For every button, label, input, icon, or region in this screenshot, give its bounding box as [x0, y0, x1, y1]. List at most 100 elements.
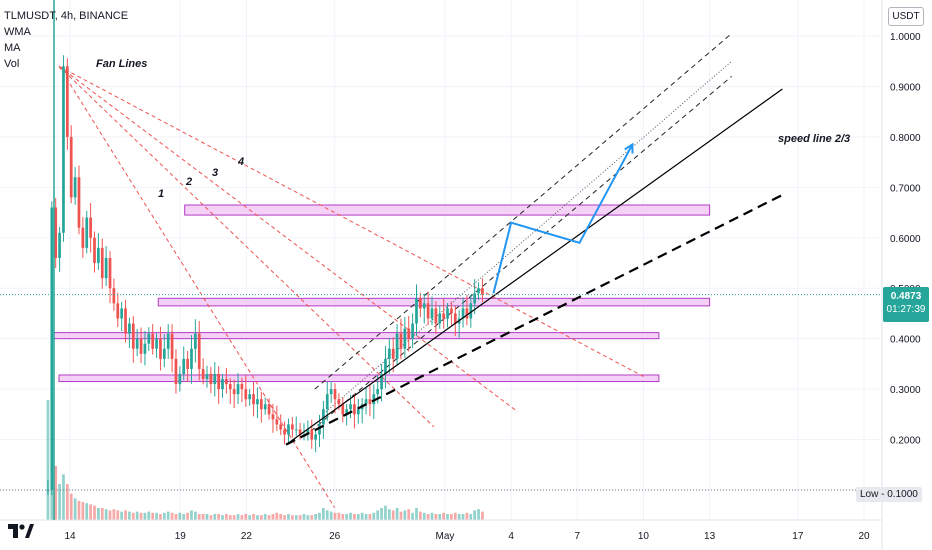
volume-bar [469, 514, 473, 520]
candle-body [228, 384, 232, 390]
speed-line-label: speed line 2/3 [778, 133, 850, 145]
candle-body [318, 424, 321, 435]
candle-body [73, 177, 77, 198]
time-tick-label: 14 [64, 531, 76, 542]
candle-body [77, 177, 81, 228]
candle-body [50, 207, 54, 490]
tradingview-logo[interactable] [6, 520, 34, 542]
volume-bar [166, 511, 170, 520]
volume-bar [422, 512, 426, 520]
candle-body [209, 373, 213, 385]
volume-bar [85, 503, 89, 520]
volume-bar [368, 514, 372, 520]
candle-body [387, 348, 391, 359]
fan-line [58, 65, 519, 413]
volume-bar [93, 505, 96, 520]
candle-body [89, 217, 92, 238]
current-price-badge: 0.4873 01:27:39 [883, 287, 929, 322]
candle-body [116, 303, 120, 319]
fan-line [58, 66, 336, 508]
volume-bar [73, 498, 77, 520]
volume-bar [240, 515, 244, 520]
candle-body [426, 303, 430, 319]
volume-bar [450, 514, 453, 520]
candle-body [166, 333, 170, 349]
volume-bar [318, 512, 321, 520]
volume-bar [465, 512, 469, 520]
indicator-vol[interactable]: Vol [4, 58, 20, 70]
candle-body [364, 399, 368, 405]
candle-body [69, 136, 73, 198]
candle-body [263, 404, 267, 410]
currency-button[interactable]: USDT [888, 7, 924, 26]
candle-body [213, 373, 217, 385]
projection-arrowhead [624, 142, 634, 154]
fan-number-label: 3 [212, 167, 218, 179]
indicator-ma[interactable]: MA [4, 42, 21, 54]
candle-body [81, 227, 85, 248]
candle-body [178, 373, 182, 385]
volume-bar [77, 500, 81, 520]
volume-bar [345, 514, 349, 520]
candle-body [325, 394, 329, 410]
candle-body [170, 333, 174, 359]
fan-number-label: 1 [158, 188, 164, 200]
volume-bar [54, 466, 58, 520]
candle-body [465, 308, 469, 319]
candle-body [155, 338, 158, 349]
time-tick-label: May [435, 531, 454, 542]
volume-bar [155, 512, 158, 520]
volume-bar [294, 515, 298, 520]
volume-bar [290, 515, 294, 520]
candle-body [446, 308, 449, 319]
candle-body [283, 429, 286, 435]
volume-bar [248, 515, 252, 520]
bar-countdown: 01:27:39 [886, 304, 926, 315]
candle-body [46, 490, 50, 491]
candle-body [368, 399, 372, 405]
candlesticks [46, 55, 484, 496]
volume-bar [353, 514, 356, 520]
volume-bar [426, 514, 430, 520]
channel-line [303, 75, 732, 438]
candle-body [232, 389, 236, 395]
volume-bar [256, 515, 259, 520]
volume-bar [322, 508, 325, 520]
candle-body [248, 394, 252, 400]
candle-body [391, 348, 395, 359]
candle-body [256, 399, 259, 405]
candle-body [438, 313, 442, 324]
volume-bar [194, 511, 197, 520]
volume-bar [481, 511, 484, 520]
volume-bar [108, 510, 112, 520]
price-tick-label: 0.4000 [890, 335, 921, 346]
fan-line [58, 65, 435, 428]
volume-bar [228, 515, 232, 520]
volume-bar [128, 511, 131, 520]
price-tick-label: 0.7000 [890, 183, 921, 194]
volume-bar [81, 502, 85, 520]
candle-body [306, 429, 310, 435]
volume-bar [430, 512, 434, 520]
candle-body [279, 424, 283, 430]
candle-body [430, 308, 434, 319]
volume-bar [221, 515, 224, 520]
volume-bar [124, 510, 127, 520]
volume-bar [271, 514, 275, 520]
annotations: Fan Lines 1 2 3 4 speed line 2/3 [96, 58, 850, 200]
candle-body [259, 399, 263, 410]
time-tick-label: 22 [241, 531, 253, 542]
volume-bar [457, 514, 461, 520]
volume-bar [139, 512, 143, 520]
candle-body [151, 333, 155, 349]
volume-bar [314, 514, 317, 520]
chart-grid [0, 0, 882, 520]
volume-bar [329, 511, 333, 520]
indicator-wma[interactable]: WMA [4, 26, 31, 38]
candle-body [197, 333, 201, 369]
volume-bar [100, 508, 104, 520]
volume-bar [135, 511, 139, 520]
candle-body [190, 348, 193, 369]
volume-bar [151, 512, 155, 520]
